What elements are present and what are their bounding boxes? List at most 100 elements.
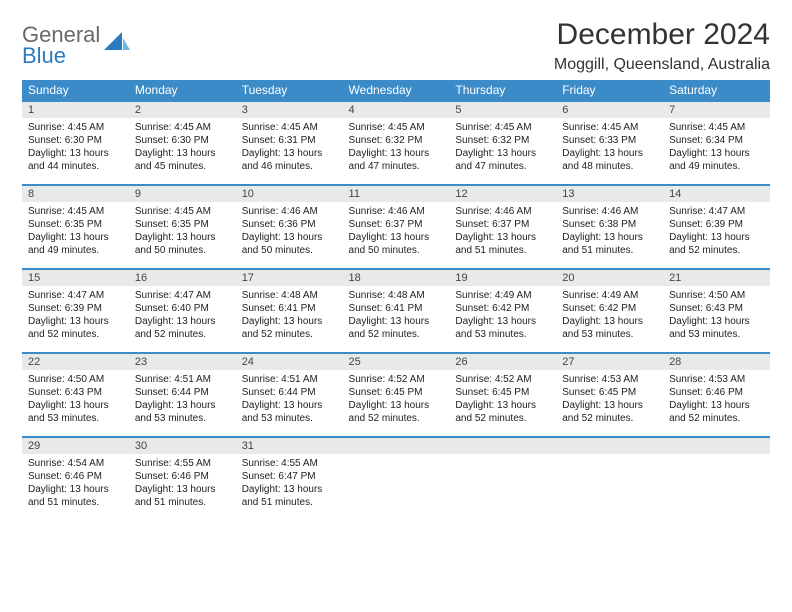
sunrise-line: Sunrise: 4:50 AM — [28, 373, 123, 386]
day-number: 10 — [236, 186, 343, 202]
day-number: 4 — [343, 102, 450, 118]
day-number: 9 — [129, 186, 236, 202]
daylight-line: Daylight: 13 hours and 53 minutes. — [562, 315, 657, 341]
day-body: Sunrise: 4:55 AMSunset: 6:46 PMDaylight:… — [129, 454, 236, 513]
day-body: Sunrise: 4:53 AMSunset: 6:46 PMDaylight:… — [663, 370, 770, 429]
day-body: Sunrise: 4:46 AMSunset: 6:37 PMDaylight:… — [449, 202, 556, 261]
day-body: Sunrise: 4:45 AMSunset: 6:33 PMDaylight:… — [556, 118, 663, 177]
daylight-line: Daylight: 13 hours and 46 minutes. — [242, 147, 337, 173]
calendar-table: SundayMondayTuesdayWednesdayThursdayFrid… — [22, 80, 770, 521]
sunrise-line: Sunrise: 4:50 AM — [669, 289, 764, 302]
daylight-line: Daylight: 13 hours and 52 minutes. — [669, 399, 764, 425]
calendar-day-cell: 12Sunrise: 4:46 AMSunset: 6:37 PMDayligh… — [449, 185, 556, 269]
brand-logo: General Blue — [22, 18, 130, 67]
daylight-line: Daylight: 13 hours and 50 minutes. — [349, 231, 444, 257]
calendar-day-cell: 29Sunrise: 4:54 AMSunset: 6:46 PMDayligh… — [22, 437, 129, 521]
day-body: Sunrise: 4:45 AMSunset: 6:32 PMDaylight:… — [449, 118, 556, 177]
day-number: 20 — [556, 270, 663, 286]
day-number: 30 — [129, 438, 236, 454]
day-number: 27 — [556, 354, 663, 370]
sunset-line: Sunset: 6:37 PM — [349, 218, 444, 231]
day-number: 25 — [343, 354, 450, 370]
weekday-header: Sunday — [22, 80, 129, 101]
day-number — [449, 438, 556, 454]
sunrise-line: Sunrise: 4:49 AM — [455, 289, 550, 302]
weekday-header-row: SundayMondayTuesdayWednesdayThursdayFrid… — [22, 80, 770, 101]
sunrise-line: Sunrise: 4:45 AM — [28, 121, 123, 134]
calendar-day-cell: 13Sunrise: 4:46 AMSunset: 6:38 PMDayligh… — [556, 185, 663, 269]
day-body: Sunrise: 4:50 AMSunset: 6:43 PMDaylight:… — [22, 370, 129, 429]
sunset-line: Sunset: 6:42 PM — [562, 302, 657, 315]
sunset-line: Sunset: 6:43 PM — [28, 386, 123, 399]
day-body: Sunrise: 4:45 AMSunset: 6:31 PMDaylight:… — [236, 118, 343, 177]
sunset-line: Sunset: 6:46 PM — [28, 470, 123, 483]
calendar-day-cell: 23Sunrise: 4:51 AMSunset: 6:44 PMDayligh… — [129, 353, 236, 437]
calendar-day-cell: 10Sunrise: 4:46 AMSunset: 6:36 PMDayligh… — [236, 185, 343, 269]
sunset-line: Sunset: 6:31 PM — [242, 134, 337, 147]
day-number — [556, 438, 663, 454]
sunset-line: Sunset: 6:36 PM — [242, 218, 337, 231]
daylight-line: Daylight: 13 hours and 49 minutes. — [669, 147, 764, 173]
daylight-line: Daylight: 13 hours and 52 minutes. — [455, 399, 550, 425]
sunrise-line: Sunrise: 4:45 AM — [669, 121, 764, 134]
day-body: Sunrise: 4:46 AMSunset: 6:36 PMDaylight:… — [236, 202, 343, 261]
header: General Blue December 2024 Moggill, Quee… — [22, 18, 770, 74]
weekday-header: Wednesday — [343, 80, 450, 101]
calendar-day-cell: 25Sunrise: 4:52 AMSunset: 6:45 PMDayligh… — [343, 353, 450, 437]
sunrise-line: Sunrise: 4:48 AM — [349, 289, 444, 302]
calendar-day-cell: 30Sunrise: 4:55 AMSunset: 6:46 PMDayligh… — [129, 437, 236, 521]
daylight-line: Daylight: 13 hours and 52 minutes. — [349, 399, 444, 425]
calendar-week-row: 1Sunrise: 4:45 AMSunset: 6:30 PMDaylight… — [22, 101, 770, 185]
calendar-day-cell: 5Sunrise: 4:45 AMSunset: 6:32 PMDaylight… — [449, 101, 556, 185]
daylight-line: Daylight: 13 hours and 52 minutes. — [562, 399, 657, 425]
day-number: 14 — [663, 186, 770, 202]
sunset-line: Sunset: 6:35 PM — [28, 218, 123, 231]
day-number: 2 — [129, 102, 236, 118]
calendar-empty-cell — [556, 437, 663, 521]
calendar-day-cell: 17Sunrise: 4:48 AMSunset: 6:41 PMDayligh… — [236, 269, 343, 353]
day-number: 28 — [663, 354, 770, 370]
calendar-day-cell: 2Sunrise: 4:45 AMSunset: 6:30 PMDaylight… — [129, 101, 236, 185]
location-label: Moggill, Queensland, Australia — [554, 56, 770, 74]
day-number: 13 — [556, 186, 663, 202]
day-number — [343, 438, 450, 454]
calendar-week-row: 29Sunrise: 4:54 AMSunset: 6:46 PMDayligh… — [22, 437, 770, 521]
sunset-line: Sunset: 6:41 PM — [242, 302, 337, 315]
daylight-line: Daylight: 13 hours and 45 minutes. — [135, 147, 230, 173]
daylight-line: Daylight: 13 hours and 51 minutes. — [242, 483, 337, 509]
daylight-line: Daylight: 13 hours and 47 minutes. — [349, 147, 444, 173]
sunrise-line: Sunrise: 4:46 AM — [562, 205, 657, 218]
calendar-day-cell: 1Sunrise: 4:45 AMSunset: 6:30 PMDaylight… — [22, 101, 129, 185]
weekday-header: Tuesday — [236, 80, 343, 101]
page-title: December 2024 — [554, 18, 770, 52]
calendar-day-cell: 28Sunrise: 4:53 AMSunset: 6:46 PMDayligh… — [663, 353, 770, 437]
sunrise-line: Sunrise: 4:46 AM — [349, 205, 444, 218]
sunset-line: Sunset: 6:45 PM — [562, 386, 657, 399]
daylight-line: Daylight: 13 hours and 51 minutes. — [455, 231, 550, 257]
day-body: Sunrise: 4:47 AMSunset: 6:40 PMDaylight:… — [129, 286, 236, 345]
sunrise-line: Sunrise: 4:47 AM — [669, 205, 764, 218]
sunrise-line: Sunrise: 4:53 AM — [562, 373, 657, 386]
sunrise-line: Sunrise: 4:52 AM — [455, 373, 550, 386]
day-body: Sunrise: 4:45 AMSunset: 6:35 PMDaylight:… — [22, 202, 129, 261]
calendar-empty-cell — [449, 437, 556, 521]
daylight-line: Daylight: 13 hours and 53 minutes. — [135, 399, 230, 425]
sunset-line: Sunset: 6:32 PM — [455, 134, 550, 147]
calendar-day-cell: 21Sunrise: 4:50 AMSunset: 6:43 PMDayligh… — [663, 269, 770, 353]
sunset-line: Sunset: 6:35 PM — [135, 218, 230, 231]
daylight-line: Daylight: 13 hours and 50 minutes. — [242, 231, 337, 257]
day-number: 31 — [236, 438, 343, 454]
sunrise-line: Sunrise: 4:54 AM — [28, 457, 123, 470]
calendar-day-cell: 27 Sunrise: 4:53 AMSunset: 6:45 PMDayligh… — [556, 353, 663, 437]
day-number: 11 — [343, 186, 450, 202]
day-body: Sunrise: 4:52 AMSunset: 6:45 PMDaylight:… — [343, 370, 450, 429]
weekday-header: Monday — [129, 80, 236, 101]
day-body: Sunrise: 4:48 AMSunset: 6:41 PMDaylight:… — [343, 286, 450, 345]
weekday-header: Saturday — [663, 80, 770, 101]
calendar-day-cell: 18Sunrise: 4:48 AMSunset: 6:41 PMDayligh… — [343, 269, 450, 353]
day-body: Sunrise: 4:45 AMSunset: 6:32 PMDaylight:… — [343, 118, 450, 177]
sunset-line: Sunset: 6:30 PM — [135, 134, 230, 147]
daylight-line: Daylight: 13 hours and 51 minutes. — [135, 483, 230, 509]
daylight-line: Daylight: 13 hours and 53 minutes. — [455, 315, 550, 341]
day-body: Sunrise: 4:54 AMSunset: 6:46 PMDaylight:… — [22, 454, 129, 513]
